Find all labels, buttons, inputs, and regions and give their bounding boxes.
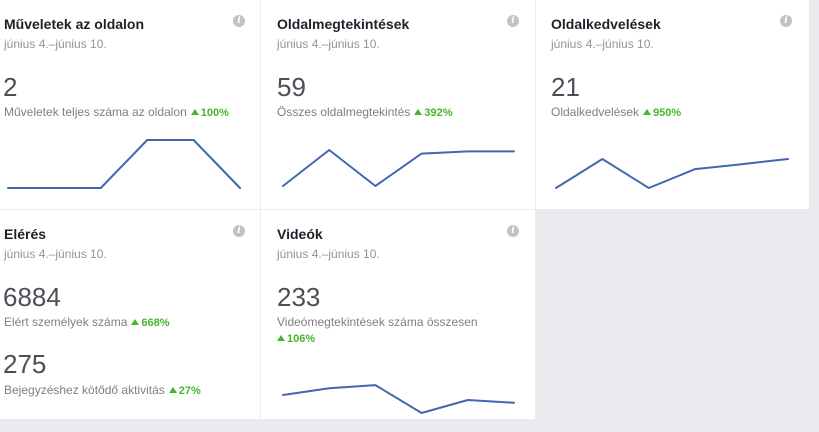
- metric-label: Oldalkedvelések: [551, 105, 640, 119]
- delta-badge: 392%: [414, 107, 453, 119]
- card-title[interactable]: Műveletek az oldalon: [4, 16, 145, 32]
- metric-label: Összes oldalmegtekintés: [277, 105, 411, 119]
- up-arrow-icon: [190, 109, 199, 115]
- sparkline-chart: [7, 139, 241, 189]
- info-icon[interactable]: i: [780, 15, 792, 27]
- metric-label-row: Oldalkedvelések 950%: [551, 105, 681, 119]
- metric-label-row: Műveletek teljes száma az oldalon 100%: [4, 105, 229, 119]
- metric-value: 6884: [3, 282, 61, 312]
- card-videos: Videók i június 4.–június 10. 233 Videóm…: [261, 210, 535, 419]
- card-title[interactable]: Oldalmegtekintések: [277, 16, 410, 32]
- up-arrow-icon: [277, 335, 285, 341]
- metric-label-row: Összes oldalmegtekintés 392%: [277, 105, 453, 119]
- info-icon[interactable]: i: [507, 15, 519, 27]
- info-icon[interactable]: i: [233, 15, 245, 27]
- delta-badge: 100%: [190, 107, 229, 119]
- up-arrow-icon: [131, 319, 140, 325]
- card-reach: Elérés i június 4.–június 10. 6884 Elért…: [0, 210, 260, 419]
- card-title[interactable]: Oldalkedvelések: [551, 16, 661, 32]
- info-icon[interactable]: i: [507, 225, 519, 237]
- up-arrow-icon: [168, 387, 177, 393]
- date-range: június 4.–június 10.: [4, 37, 107, 51]
- engagement-value: 275: [3, 349, 47, 379]
- metric-label: Műveletek teljes száma az oldalon: [4, 105, 187, 119]
- engagement-label-row: Bejegyzéshez kötődő aktivitás 27%: [4, 383, 201, 397]
- sparkline-series: [555, 158, 789, 189]
- sparkline-series: [282, 384, 515, 414]
- metric-label: Videómegtekintések száma összesen: [277, 315, 478, 329]
- date-range: június 4.–június 10.: [4, 247, 107, 261]
- date-range: június 4.–június 10.: [551, 37, 654, 51]
- delta-badge: 106%: [277, 333, 315, 345]
- info-icon[interactable]: i: [233, 225, 245, 237]
- delta-value: 106%: [287, 333, 316, 345]
- delta-badge: 950%: [643, 107, 681, 119]
- delta-value: 392%: [424, 107, 453, 119]
- card-page-likes: Oldalkedvelések i június 4.–június 10. 2…: [536, 0, 809, 209]
- delta-badge: 27%: [168, 385, 201, 397]
- date-range: június 4.–június 10.: [277, 37, 380, 51]
- sparkline-series: [7, 139, 241, 189]
- delta-value: 27%: [178, 385, 201, 397]
- delta-value: 668%: [141, 317, 170, 329]
- delta-value: 950%: [653, 107, 682, 119]
- sparkline-chart: [282, 384, 515, 414]
- engagement-label: Bejegyzéshez kötődő aktivitás: [4, 383, 165, 397]
- sparkline-chart: [555, 158, 789, 189]
- card-page-actions: Műveletek az oldalon i június 4.–június …: [0, 0, 260, 209]
- up-arrow-icon: [643, 109, 652, 115]
- up-arrow-icon: [414, 109, 423, 115]
- delta-value: 100%: [200, 107, 229, 119]
- date-range: június 4.–június 10.: [277, 247, 380, 261]
- metric-value: 59: [277, 72, 306, 102]
- sparkline-chart: [282, 149, 515, 187]
- delta-badge: 668%: [131, 317, 170, 329]
- delta-row: 106%: [277, 331, 315, 345]
- card-title[interactable]: Videók: [277, 226, 323, 242]
- metric-label-row: Elért személyek száma 668%: [4, 315, 170, 329]
- card-title[interactable]: Elérés: [4, 226, 47, 242]
- metric-label: Elért személyek száma: [4, 315, 128, 329]
- sparkline-series: [282, 149, 515, 187]
- metric-value: 21: [551, 72, 580, 102]
- card-page-views: Oldalmegtekintések i június 4.–június 10…: [261, 0, 535, 209]
- metric-value: 233: [277, 282, 321, 312]
- metric-value: 2: [3, 72, 18, 102]
